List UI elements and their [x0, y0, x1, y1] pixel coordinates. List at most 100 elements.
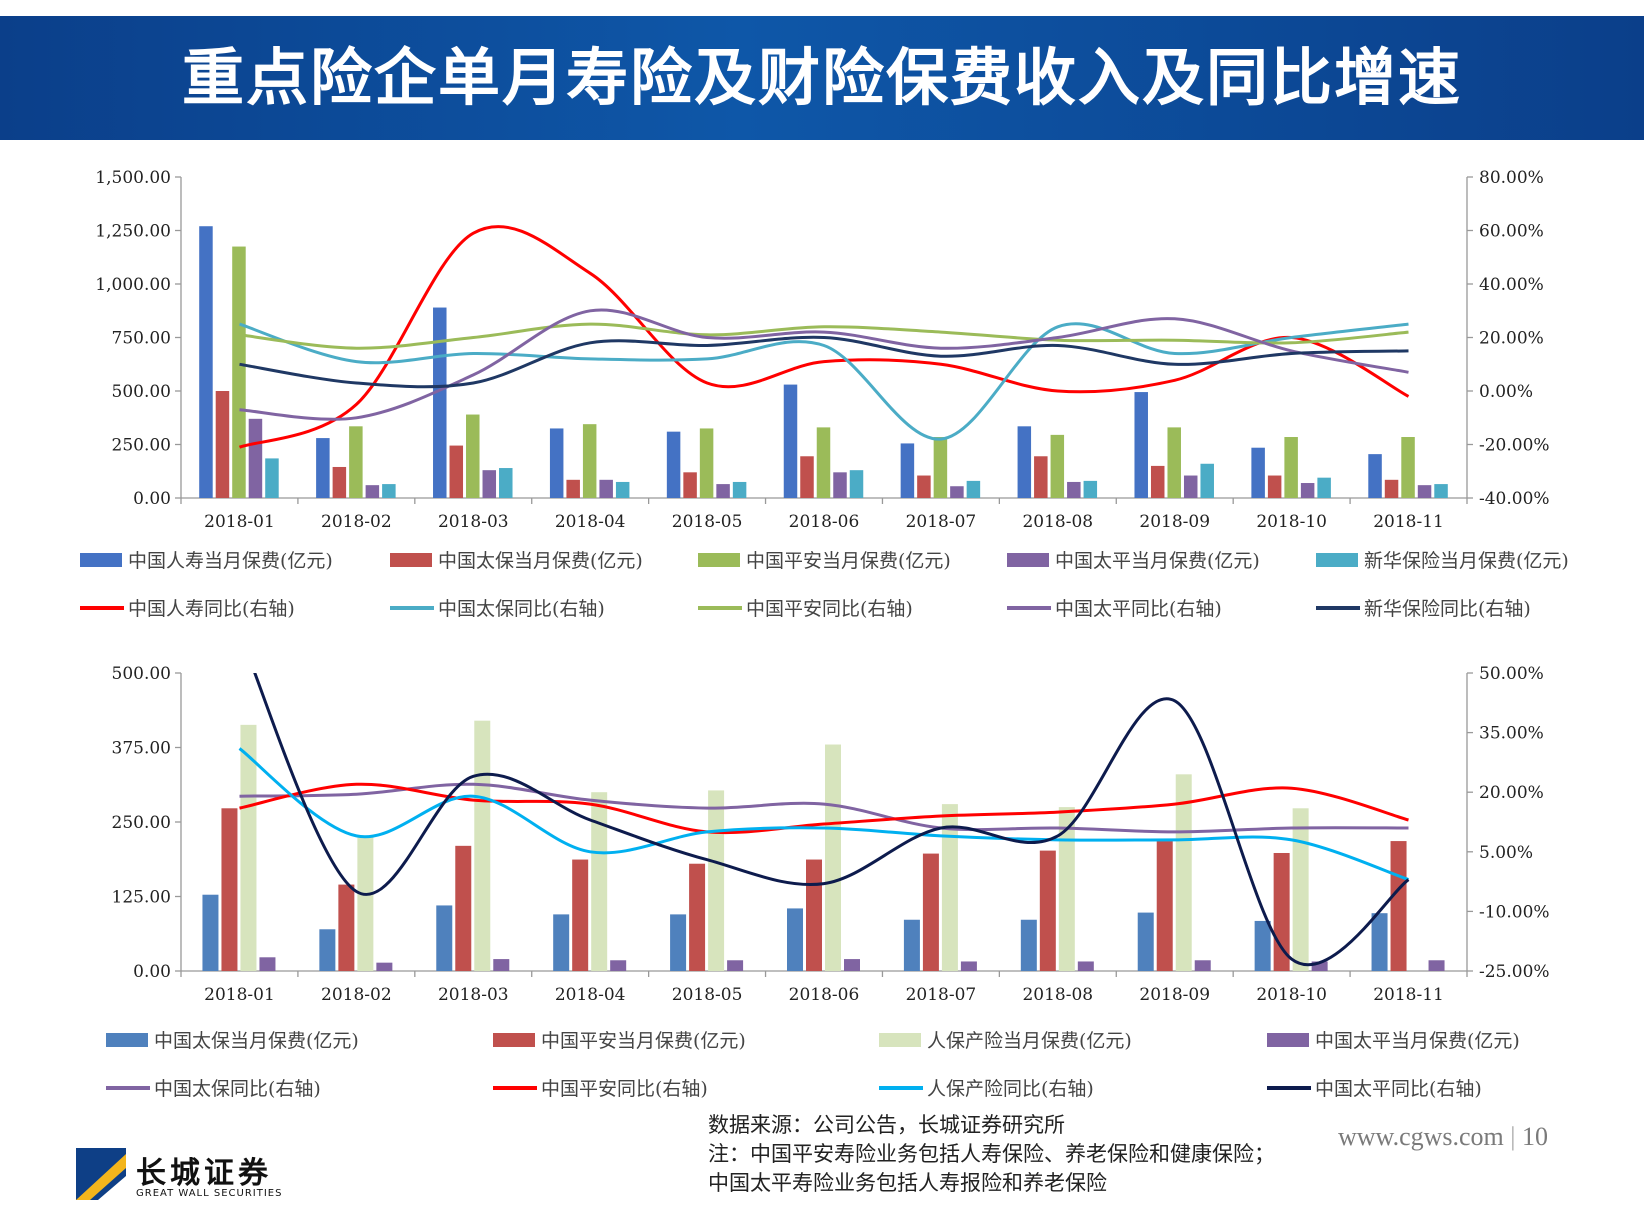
legend-label: 人保产险同比(右轴) [927, 1078, 1094, 1100]
legend-label: 新华保险同比(右轴) [1364, 598, 1531, 620]
title-banner: 重点险企单月寿险及财险保费收入及同比增速 [0, 16, 1644, 140]
bar-4 [1417, 485, 1432, 498]
bar-4 [1428, 960, 1445, 971]
x-tick-label: 2018-10 [1256, 512, 1327, 532]
bar-2 [1034, 456, 1048, 498]
right-tick-label: -20.00% [1479, 436, 1550, 456]
bar-4 [248, 418, 263, 498]
bar-5 [1434, 484, 1448, 498]
bar-1 [1137, 912, 1154, 971]
note-taiping: 中国太平寿险业务包括人寿报险和养老保险 [708, 1171, 1107, 1195]
bar-1 [1020, 919, 1037, 971]
x-tick-label: 2018-02 [321, 512, 392, 532]
x-tick-label: 2018-05 [672, 985, 743, 1005]
bar-1 [202, 894, 219, 971]
page-title: 重点险企单月寿险及财险保费收入及同比增速 [181, 41, 1462, 114]
right-tick-label: 20.00% [1479, 329, 1544, 349]
bar-5 [382, 484, 396, 498]
left-tick-label: 0.00 [133, 962, 171, 982]
bar-1 [316, 438, 330, 498]
bar-2 [922, 853, 939, 971]
legend-label: 中国太平当月保费(亿元) [1055, 550, 1260, 572]
life-insurance-chart: 0.00 250.00 500.00 750.00 1,000.00 1,250.00 1,… [80, 168, 1569, 620]
bar-1 [1371, 913, 1388, 971]
legend-bar-swatch [1007, 553, 1049, 567]
bar-4 [482, 470, 497, 498]
logo-text-en: GREAT WALL SECURITIES [136, 1188, 283, 1199]
bar-1 [433, 307, 447, 498]
bar-3 [1050, 434, 1065, 498]
bar-3 [933, 437, 948, 498]
bar-4 [960, 961, 977, 971]
x-tick-label: 2018-10 [1256, 985, 1327, 1005]
bar-2 [455, 845, 472, 971]
bar-3 [1167, 427, 1181, 498]
bar-3 [1284, 437, 1298, 498]
x-tick-label: 2018-08 [1022, 985, 1093, 1005]
line-series-1 [239, 782, 1409, 834]
right-tick-label: 50.00% [1479, 664, 1544, 684]
line-series-5 [239, 335, 1409, 389]
line-series-3 [238, 747, 1409, 882]
x-tick-label: 2018-02 [321, 985, 392, 1005]
legend-label: 中国人寿同比(右轴) [128, 598, 295, 620]
x-tick-label: 2018-07 [906, 512, 977, 532]
bar-2 [806, 859, 822, 971]
right-tick-label: 80.00% [1479, 168, 1544, 188]
left-tick-label: 0.00 [133, 489, 171, 509]
bar-1 [670, 914, 687, 971]
bar-3 [941, 804, 958, 971]
legend-bar-swatch [1267, 1033, 1309, 1047]
bar-4 [833, 472, 847, 498]
bar-2 [683, 472, 697, 498]
x-tick-label: 2018-04 [555, 512, 626, 532]
legend-label: 中国平安当月保费(亿元) [746, 550, 951, 572]
bar-3 [699, 428, 714, 498]
bar-2 [1039, 850, 1056, 971]
bar-3 [474, 720, 491, 971]
x-tick-label: 2018-01 [204, 512, 275, 532]
x-tick-label: 2018-07 [906, 985, 977, 1005]
right-tick-label: 35.00% [1479, 724, 1544, 744]
bar-2 [689, 863, 706, 971]
bar-2 [917, 475, 931, 498]
x-tick-label: 2018-11 [1373, 985, 1444, 1005]
left-tick-label: 750.00 [112, 329, 171, 349]
great-wall-logo-icon [76, 1148, 126, 1200]
right-tick-label: 60.00% [1479, 222, 1544, 242]
left-tick-label: 125.00 [112, 888, 171, 908]
bar-4 [1077, 961, 1094, 971]
right-tick-label: 5.00% [1479, 843, 1533, 863]
line-series-4 [239, 308, 1409, 421]
legend-bar-swatch [698, 553, 740, 567]
bar-3 [240, 724, 257, 971]
legend-label: 中国人寿当月保费(亿元) [128, 550, 333, 572]
bar-5 [849, 470, 864, 498]
bar-1 [783, 384, 798, 498]
bar-5 [499, 468, 513, 498]
property-insurance-chart: 0.00 125.00 250.00 375.00 500.00 -25.00% -10.0… [106, 664, 1550, 1100]
footer-website: www.cgws.com | 10 [1338, 1122, 1548, 1152]
bar-3 [582, 424, 597, 498]
bar-1 [787, 908, 803, 971]
bar-4 [727, 960, 744, 971]
bar-4 [1311, 961, 1328, 971]
bar-2 [332, 466, 347, 498]
legend-label: 中国太保当月保费(亿元) [154, 1030, 359, 1052]
bar-5 [966, 480, 981, 498]
bar-4 [950, 486, 964, 498]
page-separator: | [1510, 1122, 1522, 1151]
left-tick-label: 500.00 [112, 382, 171, 402]
bar-3 [1401, 437, 1415, 498]
legend-bar-swatch [390, 553, 432, 567]
bar-1 [436, 905, 453, 971]
bar-4 [493, 959, 510, 971]
bar-2 [215, 391, 230, 498]
line-series-2 [239, 782, 1409, 835]
legend-label: 中国太保同比(右轴) [154, 1078, 321, 1100]
bar-3 [1292, 808, 1309, 971]
legend-label: 新华保险当月保费(亿元) [1364, 550, 1569, 572]
bar-4 [1183, 475, 1198, 498]
bar-1 [1254, 920, 1271, 971]
legend-bar-swatch [493, 1033, 535, 1047]
